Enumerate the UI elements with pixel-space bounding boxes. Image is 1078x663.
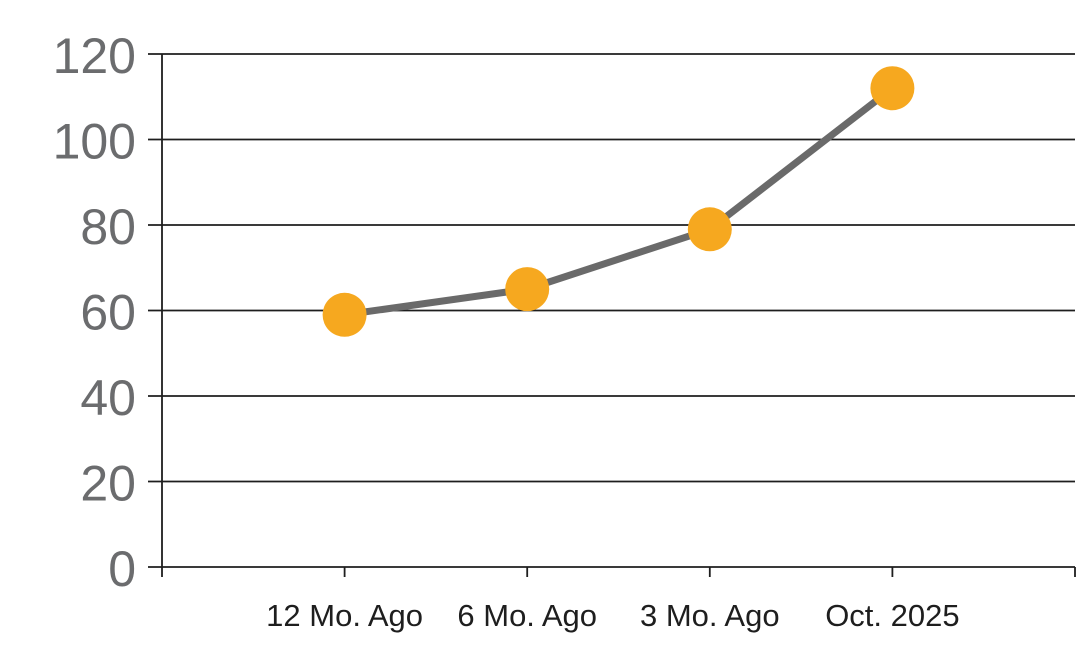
y-tick-label: 120 — [53, 28, 136, 84]
x-tick-label: 6 Mo. Ago — [457, 598, 597, 633]
x-tick-label: 3 Mo. Ago — [640, 598, 780, 633]
data-point — [687, 207, 732, 252]
x-tick-label: Oct. 2025 — [825, 598, 959, 633]
y-tick-label: 80 — [80, 199, 136, 255]
y-tick-label: 100 — [53, 114, 136, 170]
y-tick-label: 40 — [80, 370, 136, 426]
data-line — [341, 84, 896, 319]
y-tick-label: 60 — [80, 285, 136, 341]
data-point — [322, 292, 367, 337]
data-point — [505, 267, 550, 312]
data-point — [870, 66, 915, 111]
y-tick-label: 0 — [108, 541, 136, 597]
x-tick-label: 12 Mo. Ago — [266, 598, 423, 633]
y-tick-label: 20 — [80, 456, 136, 512]
